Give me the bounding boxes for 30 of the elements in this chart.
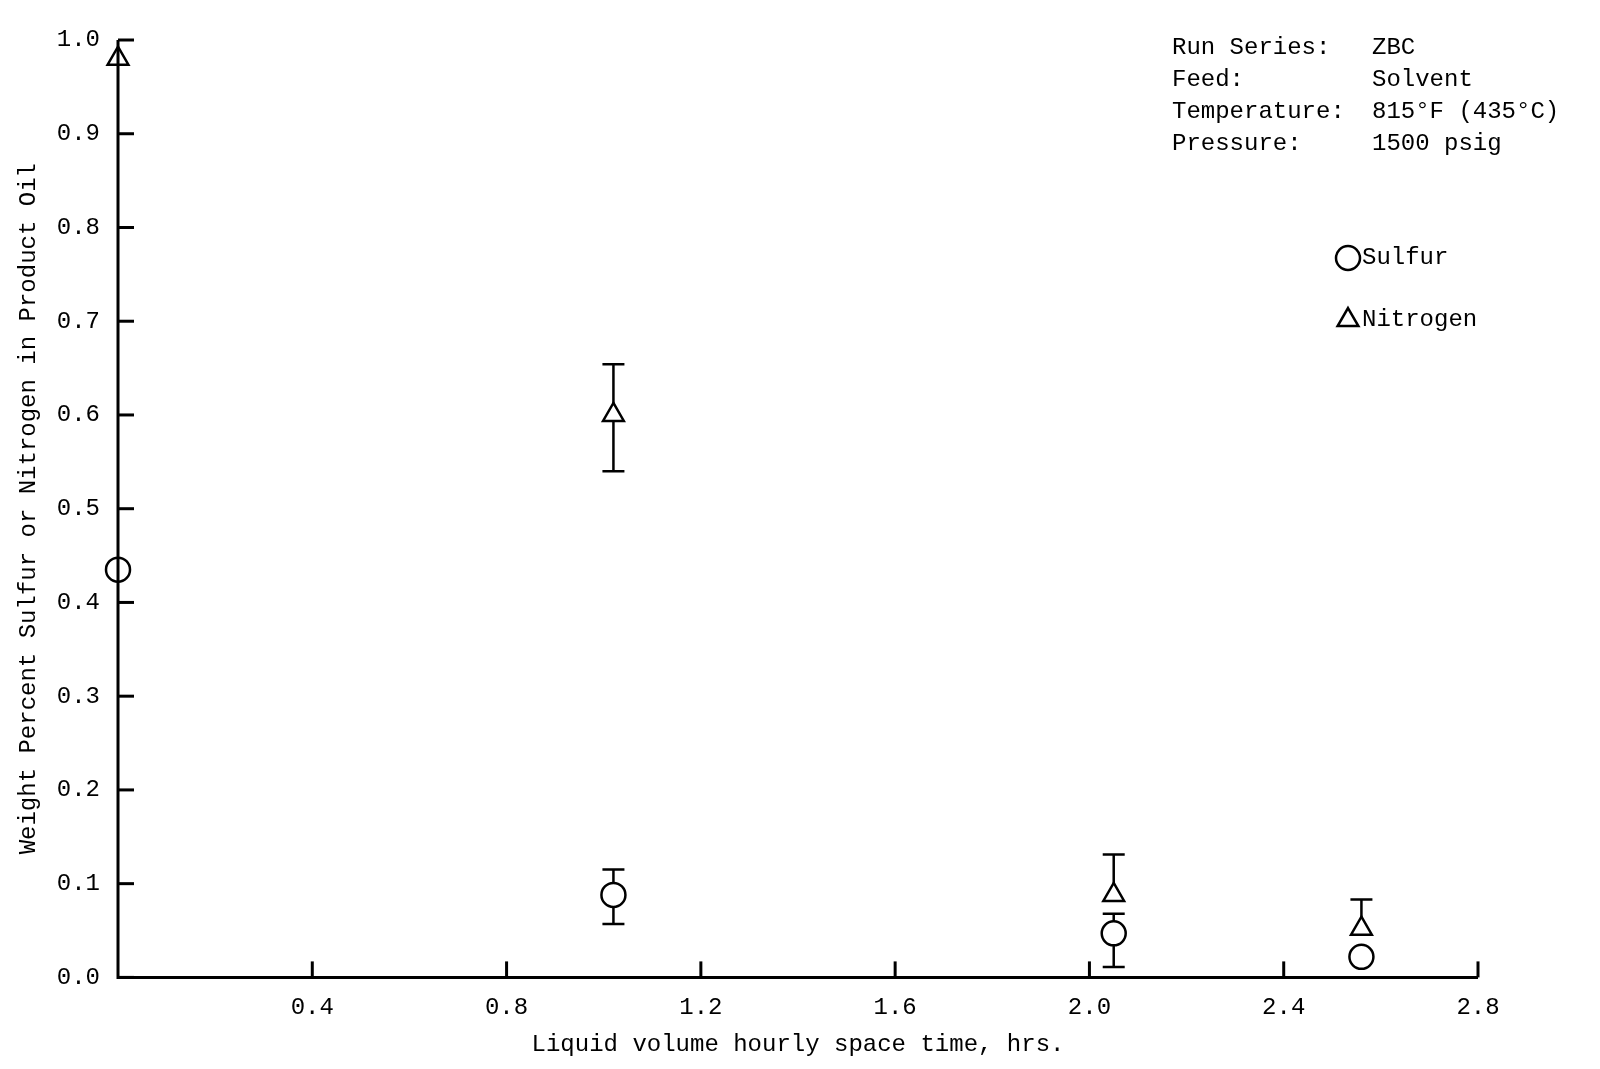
- legend-label: Sulfur: [1362, 244, 1449, 272]
- y-tick-label: 0.2: [56, 776, 101, 804]
- legend-label: Nitrogen: [1362, 306, 1478, 334]
- text: Pressure: 1500 psig: [1172, 130, 1502, 158]
- x-tick-label: 2.4: [1262, 994, 1306, 1022]
- point: [600, 881, 627, 909]
- y-tick-label: 1.0: [56, 26, 101, 54]
- x-tick-label: 1.2: [679, 994, 723, 1022]
- y-tick-label: 0.5: [56, 495, 101, 523]
- y-tick-label: 0.3: [56, 682, 101, 710]
- y-tick-label: 0.7: [56, 307, 101, 335]
- x-axis-title: Liquid volume hourly space time, hrs.: [531, 1030, 1065, 1058]
- x-tick-label: 2.8: [1456, 994, 1500, 1022]
- annotation: Temperature: 815°F (435°C): [1172, 98, 1560, 126]
- text: Run Series: ZBC: [1172, 34, 1416, 62]
- y-tick-label: 0.8: [56, 213, 101, 241]
- point: [601, 401, 626, 423]
- y-tick-label: 0.4: [56, 588, 101, 616]
- y-tick-label: 0.9: [56, 120, 101, 148]
- point: [1348, 943, 1375, 971]
- y-tick-label: 0.0: [56, 963, 101, 991]
- y-axis-title: Weight Percent Sulfur or Nitrogen in Product Oil: [14, 163, 42, 855]
- text: Feed: Solvent: [1172, 66, 1473, 94]
- y-tick-label: 0.6: [56, 401, 101, 429]
- x-tick-label: 1.6: [873, 994, 917, 1022]
- x-tick-label: 2.0: [1067, 994, 1112, 1022]
- y-tick-label: 0.1: [56, 870, 101, 898]
- point: [1100, 920, 1127, 947]
- x-tick-label: 0.8: [484, 994, 529, 1022]
- x-tick-label: 0.4: [290, 994, 334, 1022]
